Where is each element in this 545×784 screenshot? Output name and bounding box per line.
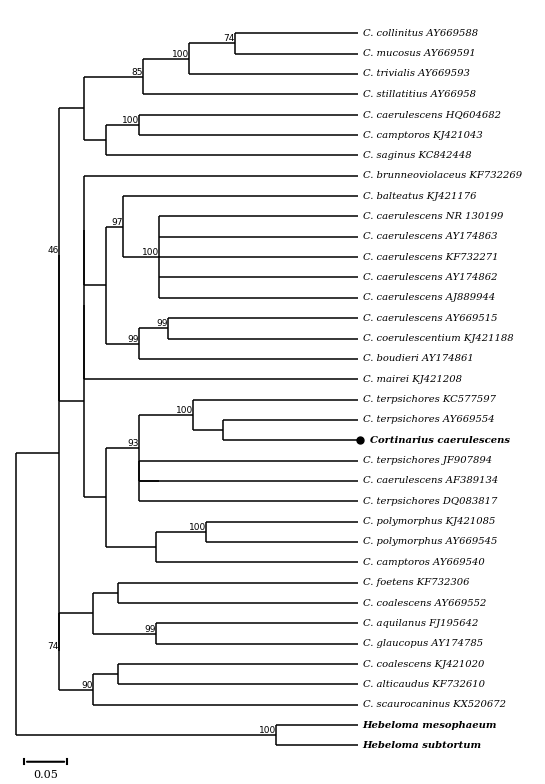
Text: C. polymorphus KJ421085: C. polymorphus KJ421085 — [362, 517, 495, 526]
Text: C. boudieri AY174861: C. boudieri AY174861 — [362, 354, 473, 363]
Text: C. stillatitius AY66958: C. stillatitius AY66958 — [362, 90, 476, 99]
Text: C. coalescens KJ421020: C. coalescens KJ421020 — [362, 659, 484, 669]
Text: C. balteatus KJ421176: C. balteatus KJ421176 — [362, 191, 476, 201]
Text: C. terpsichores AY669554: C. terpsichores AY669554 — [362, 416, 494, 424]
Text: C. caerulescens AJ889944: C. caerulescens AJ889944 — [362, 293, 495, 303]
Text: 74: 74 — [223, 34, 234, 43]
Text: C. caerulescens AY174862: C. caerulescens AY174862 — [362, 273, 497, 282]
Text: 97: 97 — [111, 218, 123, 227]
Text: 90: 90 — [81, 681, 93, 689]
Text: 74: 74 — [48, 642, 59, 652]
Text: 100: 100 — [142, 248, 159, 257]
Text: C. coerulescentium KJ421188: C. coerulescentium KJ421188 — [362, 334, 513, 343]
Text: 0.05: 0.05 — [33, 770, 58, 780]
Text: C. polymorphus AY669545: C. polymorphus AY669545 — [362, 538, 497, 546]
Text: 100: 100 — [259, 726, 276, 735]
Text: C. alticaudus KF732610: C. alticaudus KF732610 — [362, 680, 485, 689]
Text: C. saginus KC842448: C. saginus KC842448 — [362, 151, 471, 160]
Text: C. brunneoviolaceus KF732269: C. brunneoviolaceus KF732269 — [362, 171, 522, 180]
Text: C. camptoros KJ421043: C. camptoros KJ421043 — [362, 131, 482, 140]
Text: Hebeloma subtortum: Hebeloma subtortum — [362, 741, 482, 750]
Text: C. mucosus AY669591: C. mucosus AY669591 — [362, 49, 475, 58]
Text: 100: 100 — [172, 49, 190, 59]
Text: C. caerulescens NR 130199: C. caerulescens NR 130199 — [362, 212, 503, 221]
Text: C. camptoros AY669540: C. camptoros AY669540 — [362, 558, 485, 567]
Text: C. foetens KF732306: C. foetens KF732306 — [362, 578, 469, 587]
Text: C. mairei KJ421208: C. mairei KJ421208 — [362, 375, 462, 383]
Text: 99: 99 — [128, 335, 140, 343]
Text: C. caerulescens HQ604682: C. caerulescens HQ604682 — [362, 111, 500, 119]
Text: C. glaucopus AY174785: C. glaucopus AY174785 — [362, 639, 483, 648]
Text: C. terpsichores KC577597: C. terpsichores KC577597 — [362, 395, 495, 404]
Text: 99: 99 — [144, 625, 156, 633]
Text: Hebeloma mesophaeum: Hebeloma mesophaeum — [362, 720, 497, 730]
Text: Cortinarius caerulescens: Cortinarius caerulescens — [370, 436, 510, 445]
Text: 100: 100 — [122, 116, 140, 125]
Text: C. caerulescens AY669515: C. caerulescens AY669515 — [362, 314, 497, 323]
Text: 93: 93 — [128, 439, 140, 448]
Text: 99: 99 — [156, 319, 168, 328]
Text: 100: 100 — [175, 406, 193, 415]
Text: C. coalescens AY669552: C. coalescens AY669552 — [362, 598, 486, 608]
Text: 85: 85 — [131, 67, 143, 77]
Text: C. caerulescens AF389134: C. caerulescens AF389134 — [362, 477, 498, 485]
Text: C. caerulescens AY174863: C. caerulescens AY174863 — [362, 232, 497, 241]
Text: C. terpsichores DQ083817: C. terpsichores DQ083817 — [362, 497, 497, 506]
Text: C. trivialis AY669593: C. trivialis AY669593 — [362, 70, 469, 78]
Text: C. caerulescens KF732271: C. caerulescens KF732271 — [362, 252, 498, 262]
Text: C. collinitus AY669588: C. collinitus AY669588 — [362, 29, 477, 38]
Text: C. terpsichores JF907894: C. terpsichores JF907894 — [362, 456, 492, 465]
Text: C. aquilanus FJ195642: C. aquilanus FJ195642 — [362, 619, 478, 628]
Text: 100: 100 — [189, 523, 206, 532]
Text: 46: 46 — [48, 245, 59, 255]
Text: C. scaurocaninus KX520672: C. scaurocaninus KX520672 — [362, 700, 506, 710]
